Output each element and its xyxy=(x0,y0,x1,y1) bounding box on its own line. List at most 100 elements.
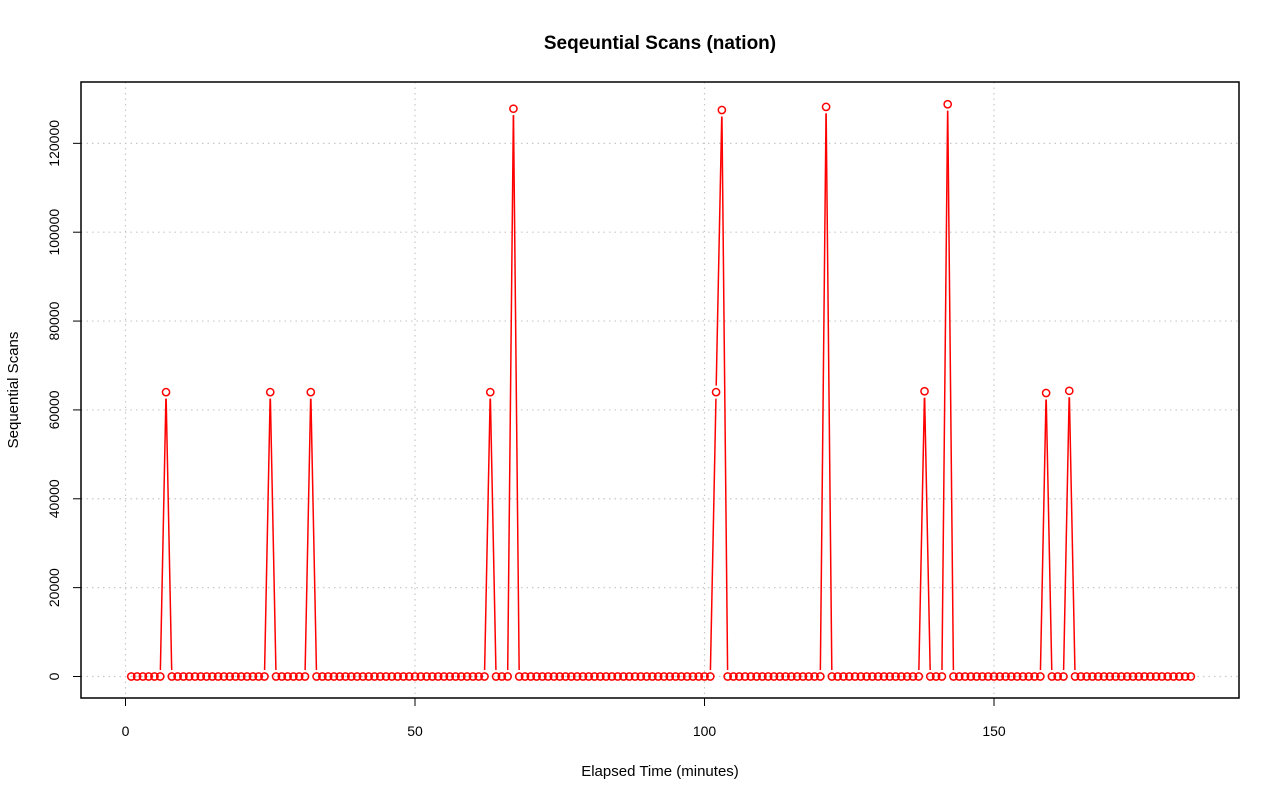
data-point xyxy=(694,672,704,681)
data-point xyxy=(352,672,362,681)
data-point xyxy=(468,672,478,681)
data-point xyxy=(497,672,507,681)
data-point xyxy=(318,672,327,681)
data-point xyxy=(949,672,958,681)
peak-point xyxy=(1041,388,1051,398)
data-point xyxy=(659,672,669,681)
data-point xyxy=(503,672,512,681)
data-point xyxy=(1012,672,1022,681)
y-tick-label: 100000 xyxy=(46,209,62,256)
data-point xyxy=(630,672,640,681)
y-tick-label: 40000 xyxy=(46,479,62,518)
data-point xyxy=(358,672,368,681)
data-point xyxy=(792,672,802,681)
data-point xyxy=(1047,672,1057,681)
data-point xyxy=(810,672,819,681)
data-point xyxy=(653,672,663,681)
series-segment xyxy=(512,115,520,671)
data-point xyxy=(862,672,871,681)
data-point xyxy=(636,672,646,681)
series-segment xyxy=(1045,399,1053,671)
data-point xyxy=(752,672,761,681)
data-point xyxy=(1122,672,1132,681)
data-point xyxy=(879,672,889,681)
data-point xyxy=(572,672,582,681)
data-point xyxy=(729,672,738,681)
data-point xyxy=(549,672,559,681)
data-point xyxy=(271,672,281,681)
data-point xyxy=(1174,672,1184,681)
series-segment xyxy=(946,110,955,671)
peak-point xyxy=(920,386,929,396)
data-point xyxy=(595,672,605,681)
data-point xyxy=(236,672,246,681)
peak-point xyxy=(161,387,171,397)
data-point xyxy=(1145,672,1155,681)
data-point xyxy=(908,672,918,681)
data-point xyxy=(601,672,611,681)
data-point xyxy=(526,672,536,681)
data-point xyxy=(966,672,976,681)
data-point xyxy=(208,672,217,681)
data-point xyxy=(393,672,402,681)
data-point xyxy=(196,672,206,681)
data-point xyxy=(891,672,900,681)
peak-point xyxy=(485,387,495,397)
data-point xyxy=(1105,672,1115,681)
data-point xyxy=(844,672,854,681)
data-point xyxy=(787,672,796,681)
peak-point xyxy=(306,387,316,397)
y-tick-label: 120000 xyxy=(46,120,62,167)
data-point xyxy=(682,672,692,681)
data-point xyxy=(1093,672,1103,681)
data-point xyxy=(184,672,194,681)
x-tick-label: 150 xyxy=(982,723,1006,739)
data-point xyxy=(740,672,750,681)
series-segment xyxy=(310,398,318,671)
series-segment xyxy=(489,398,497,671)
plot-frame xyxy=(80,81,1240,699)
x-tick-label: 0 xyxy=(122,723,130,739)
data-point xyxy=(856,672,866,681)
data-point xyxy=(1180,672,1190,681)
data-point xyxy=(1076,672,1086,681)
data-point xyxy=(1030,672,1039,681)
peak-point xyxy=(943,99,953,109)
data-point xyxy=(734,672,744,681)
data-point xyxy=(1140,672,1149,681)
series-segment xyxy=(483,398,491,671)
data-point xyxy=(584,672,594,681)
y-tick-label: 80000 xyxy=(46,301,62,340)
data-point xyxy=(277,672,287,681)
data-point xyxy=(873,672,883,681)
data-point xyxy=(914,672,924,681)
data-point xyxy=(897,672,906,681)
data-point xyxy=(978,672,987,681)
data-point xyxy=(202,672,211,681)
y-tick-label: 60000 xyxy=(46,390,62,429)
data-point xyxy=(607,672,617,681)
data-point xyxy=(538,672,547,681)
data-point xyxy=(555,672,565,681)
data-point xyxy=(289,672,298,681)
data-point xyxy=(827,672,837,681)
data-point xyxy=(248,672,258,681)
series-segment xyxy=(1039,399,1047,671)
data-point xyxy=(260,672,269,681)
data-point xyxy=(532,672,541,681)
data-point xyxy=(294,672,304,681)
data-point xyxy=(590,672,599,681)
data-point xyxy=(126,672,136,681)
data-point xyxy=(144,672,154,681)
data-point xyxy=(868,672,877,681)
data-point xyxy=(132,672,142,681)
data-point xyxy=(648,672,657,681)
data-point xyxy=(931,672,941,681)
data-point xyxy=(566,672,576,681)
data-point xyxy=(954,672,964,681)
x-axis-label: Elapsed Time (minutes) xyxy=(581,763,739,780)
data-point xyxy=(804,672,814,681)
data-point xyxy=(850,672,860,681)
data-point xyxy=(231,672,240,681)
data-point xyxy=(1111,672,1120,681)
